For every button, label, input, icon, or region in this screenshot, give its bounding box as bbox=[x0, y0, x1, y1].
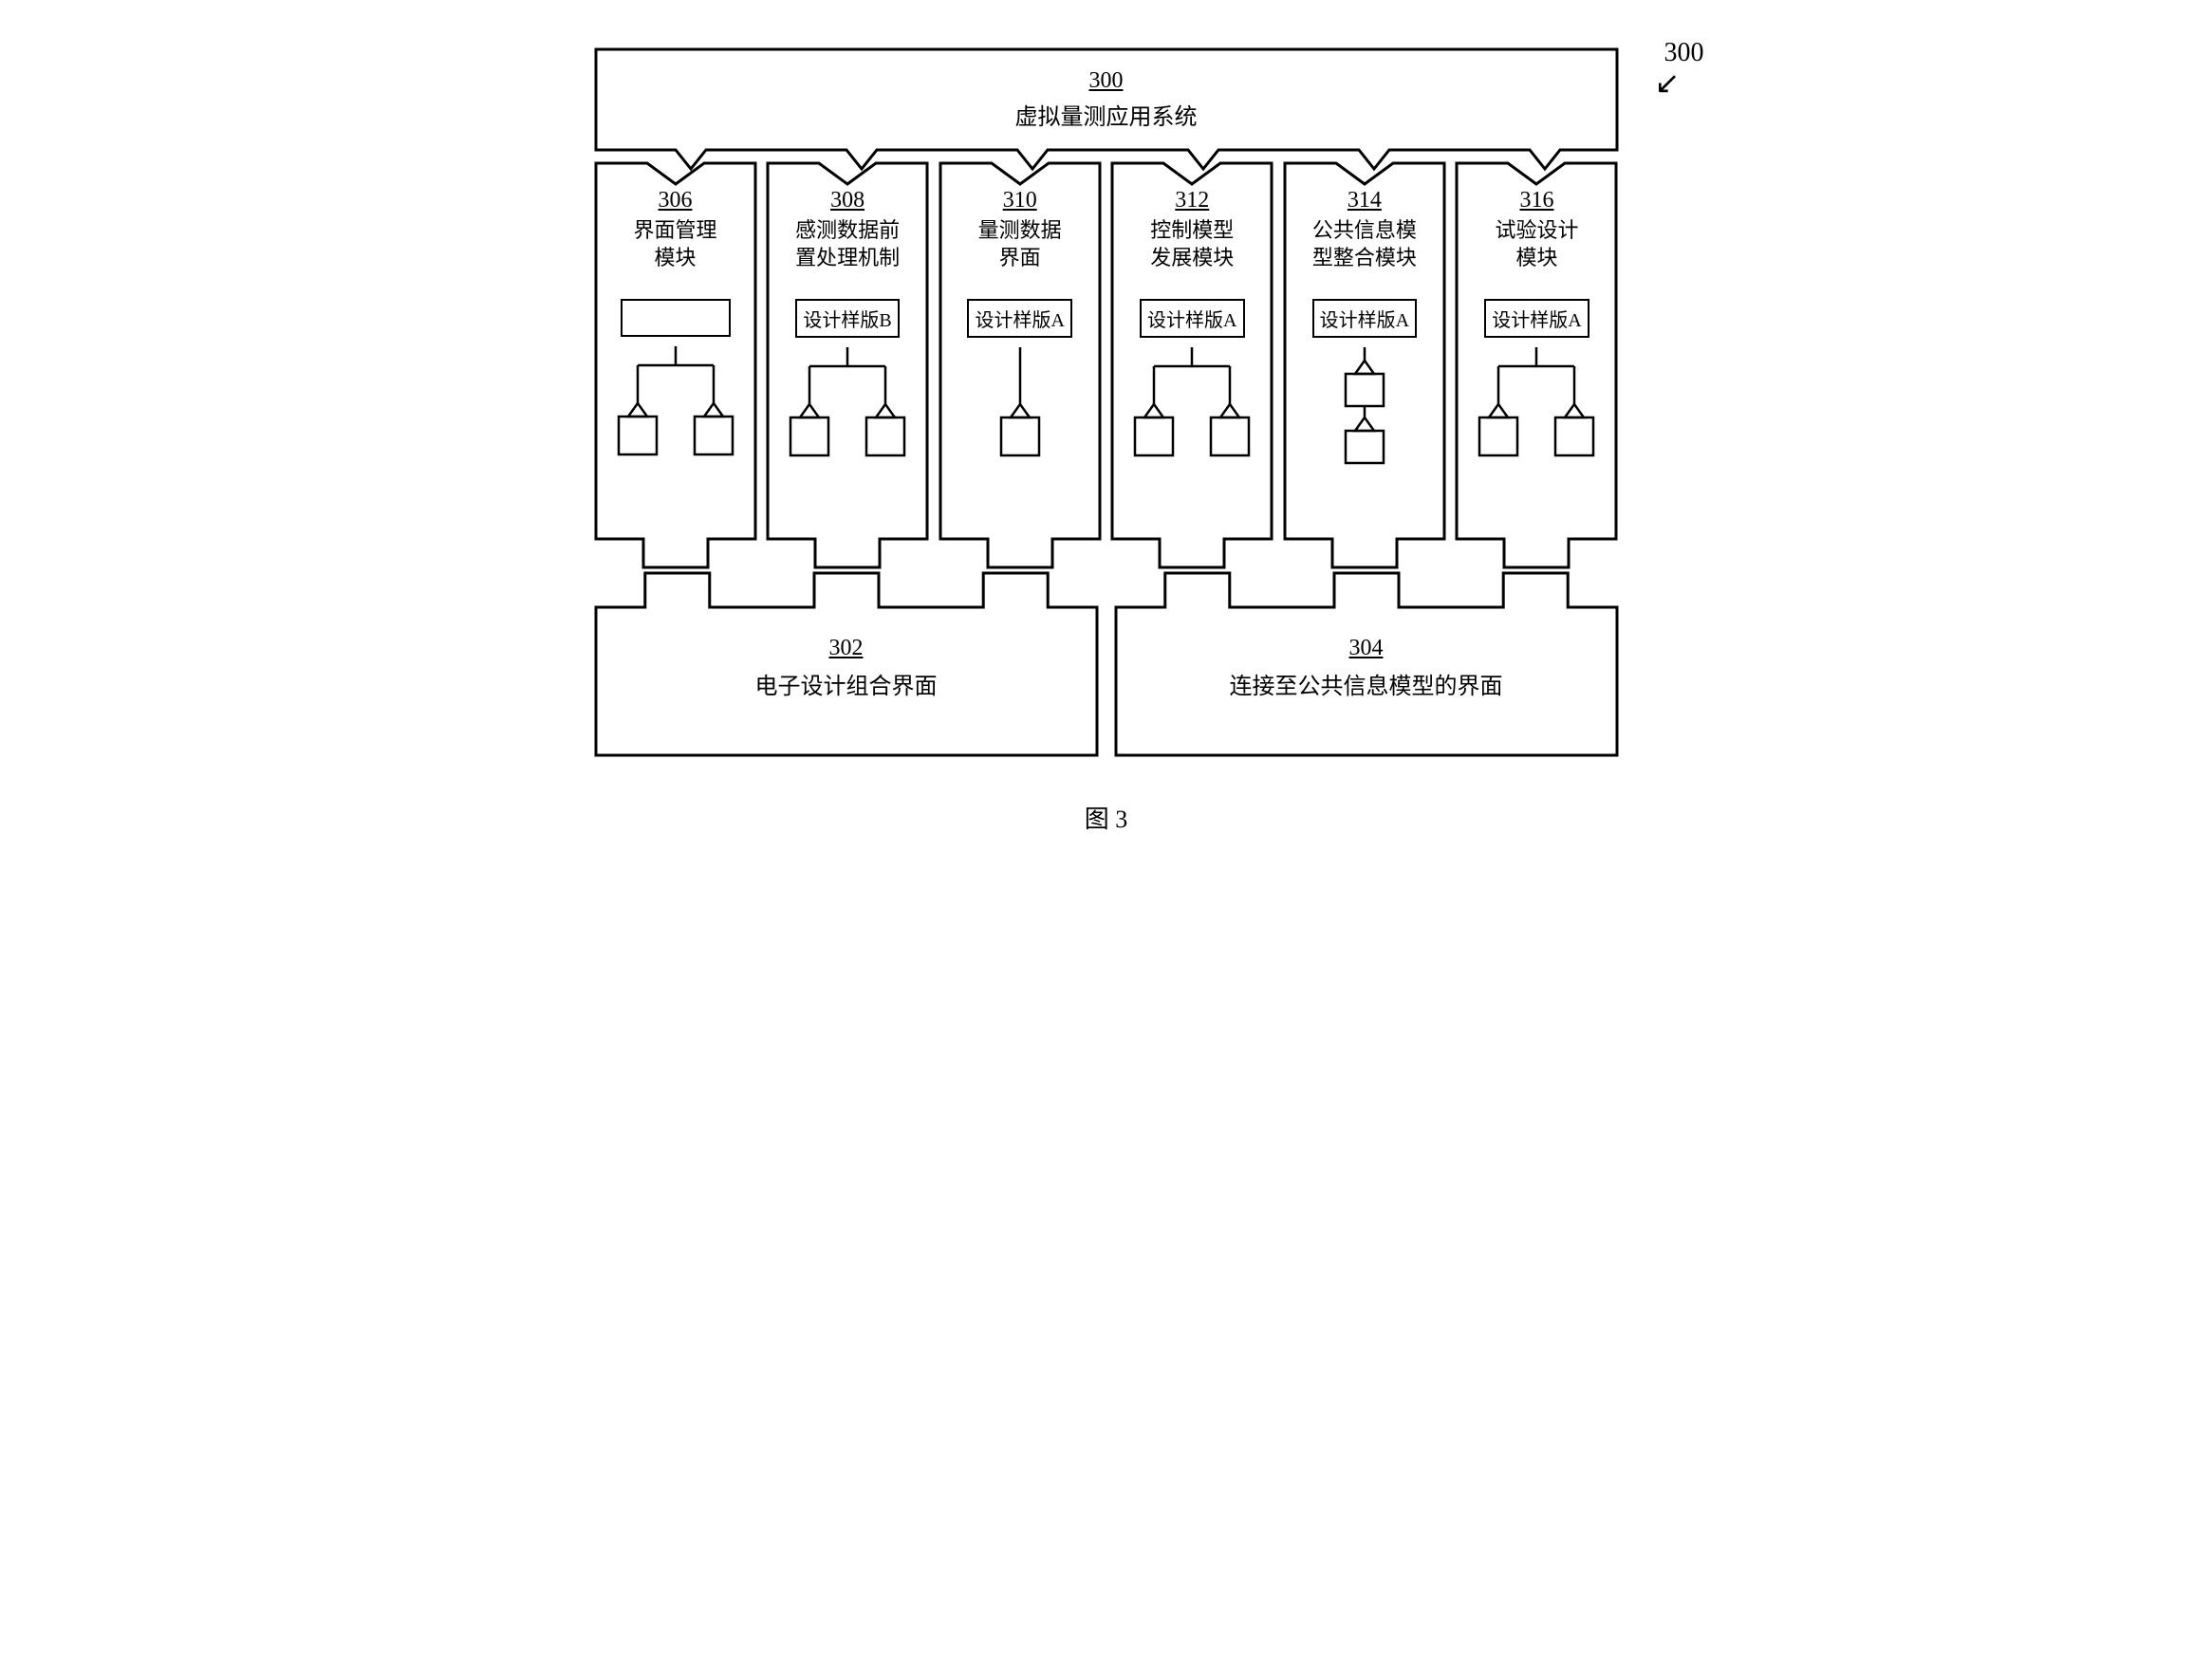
header-title: 虚拟量测应用系统 bbox=[1015, 98, 1198, 131]
system-header-block: 300 虚拟量测应用系统 bbox=[594, 47, 1619, 152]
template-box bbox=[621, 299, 731, 337]
module-title: 界面管理模块 bbox=[633, 217, 716, 299]
module-block: 314 公共信息模型整合模块 设计样版A bbox=[1283, 161, 1446, 569]
modules-row: 306 界面管理模块 308 感测数据前置处理机制 设计样版B bbox=[594, 161, 1619, 569]
module-number: 314 bbox=[1348, 188, 1382, 213]
hierarchy-icon bbox=[1125, 347, 1258, 541]
hierarchy-icon bbox=[609, 346, 742, 541]
module-block: 310 量测数据界面 设计样版A bbox=[939, 161, 1102, 569]
module-block: 308 感测数据前置处理机制 设计样版B bbox=[766, 161, 929, 569]
hierarchy-icon bbox=[1470, 347, 1603, 541]
base-block: 304 连接至公共信息模型的界面 bbox=[1114, 569, 1619, 759]
template-box: 设计样版A bbox=[1484, 299, 1589, 338]
module-number: 312 bbox=[1175, 188, 1209, 213]
module-title: 感测数据前置处理机制 bbox=[795, 217, 900, 299]
module-title: 量测数据界面 bbox=[978, 217, 1062, 299]
template-box: 设计样版A bbox=[967, 299, 1071, 338]
outer-figure-label: 300 ↙ bbox=[1664, 38, 1704, 101]
module-number: 306 bbox=[659, 188, 693, 213]
base-number: 302 bbox=[829, 636, 864, 661]
module-block: 306 界面管理模块 bbox=[594, 161, 757, 569]
template-box: 设计样版B bbox=[795, 299, 899, 338]
bases-row: 302 电子设计组合界面 304 连接至公共信息模型的界面 bbox=[594, 569, 1619, 759]
hierarchy-icon bbox=[954, 347, 1087, 541]
hierarchy-icon bbox=[781, 347, 914, 541]
base-block: 302 电子设计组合界面 bbox=[594, 569, 1099, 759]
diagram-canvas: 300 ↙ 300 虚拟量测应用系统 306 界面管理模块 30 bbox=[585, 38, 1628, 825]
module-number: 310 bbox=[1003, 188, 1037, 213]
outer-figure-number: 300 bbox=[1664, 38, 1704, 67]
module-block: 312 控制模型发展模块 设计样版A bbox=[1110, 161, 1273, 569]
module-number: 316 bbox=[1519, 188, 1553, 213]
module-block: 316 试验设计模块 设计样版A bbox=[1455, 161, 1618, 569]
base-number: 304 bbox=[1349, 636, 1384, 661]
template-box: 设计样版A bbox=[1312, 299, 1417, 338]
module-title: 公共信息模型整合模块 bbox=[1312, 217, 1417, 299]
module-title: 试验设计模块 bbox=[1495, 217, 1578, 299]
pointer-arrow-icon: ↙ bbox=[1655, 65, 1704, 101]
hierarchy-icon bbox=[1298, 347, 1431, 541]
module-number: 308 bbox=[830, 188, 864, 213]
template-box: 设计样版A bbox=[1140, 299, 1244, 338]
base-title: 电子设计组合界面 bbox=[755, 667, 938, 700]
header-number: 300 bbox=[1089, 68, 1124, 94]
figure-caption: 图 3 bbox=[585, 800, 1628, 835]
module-title: 控制模型发展模块 bbox=[1150, 217, 1234, 299]
base-title: 连接至公共信息模型的界面 bbox=[1230, 667, 1503, 700]
